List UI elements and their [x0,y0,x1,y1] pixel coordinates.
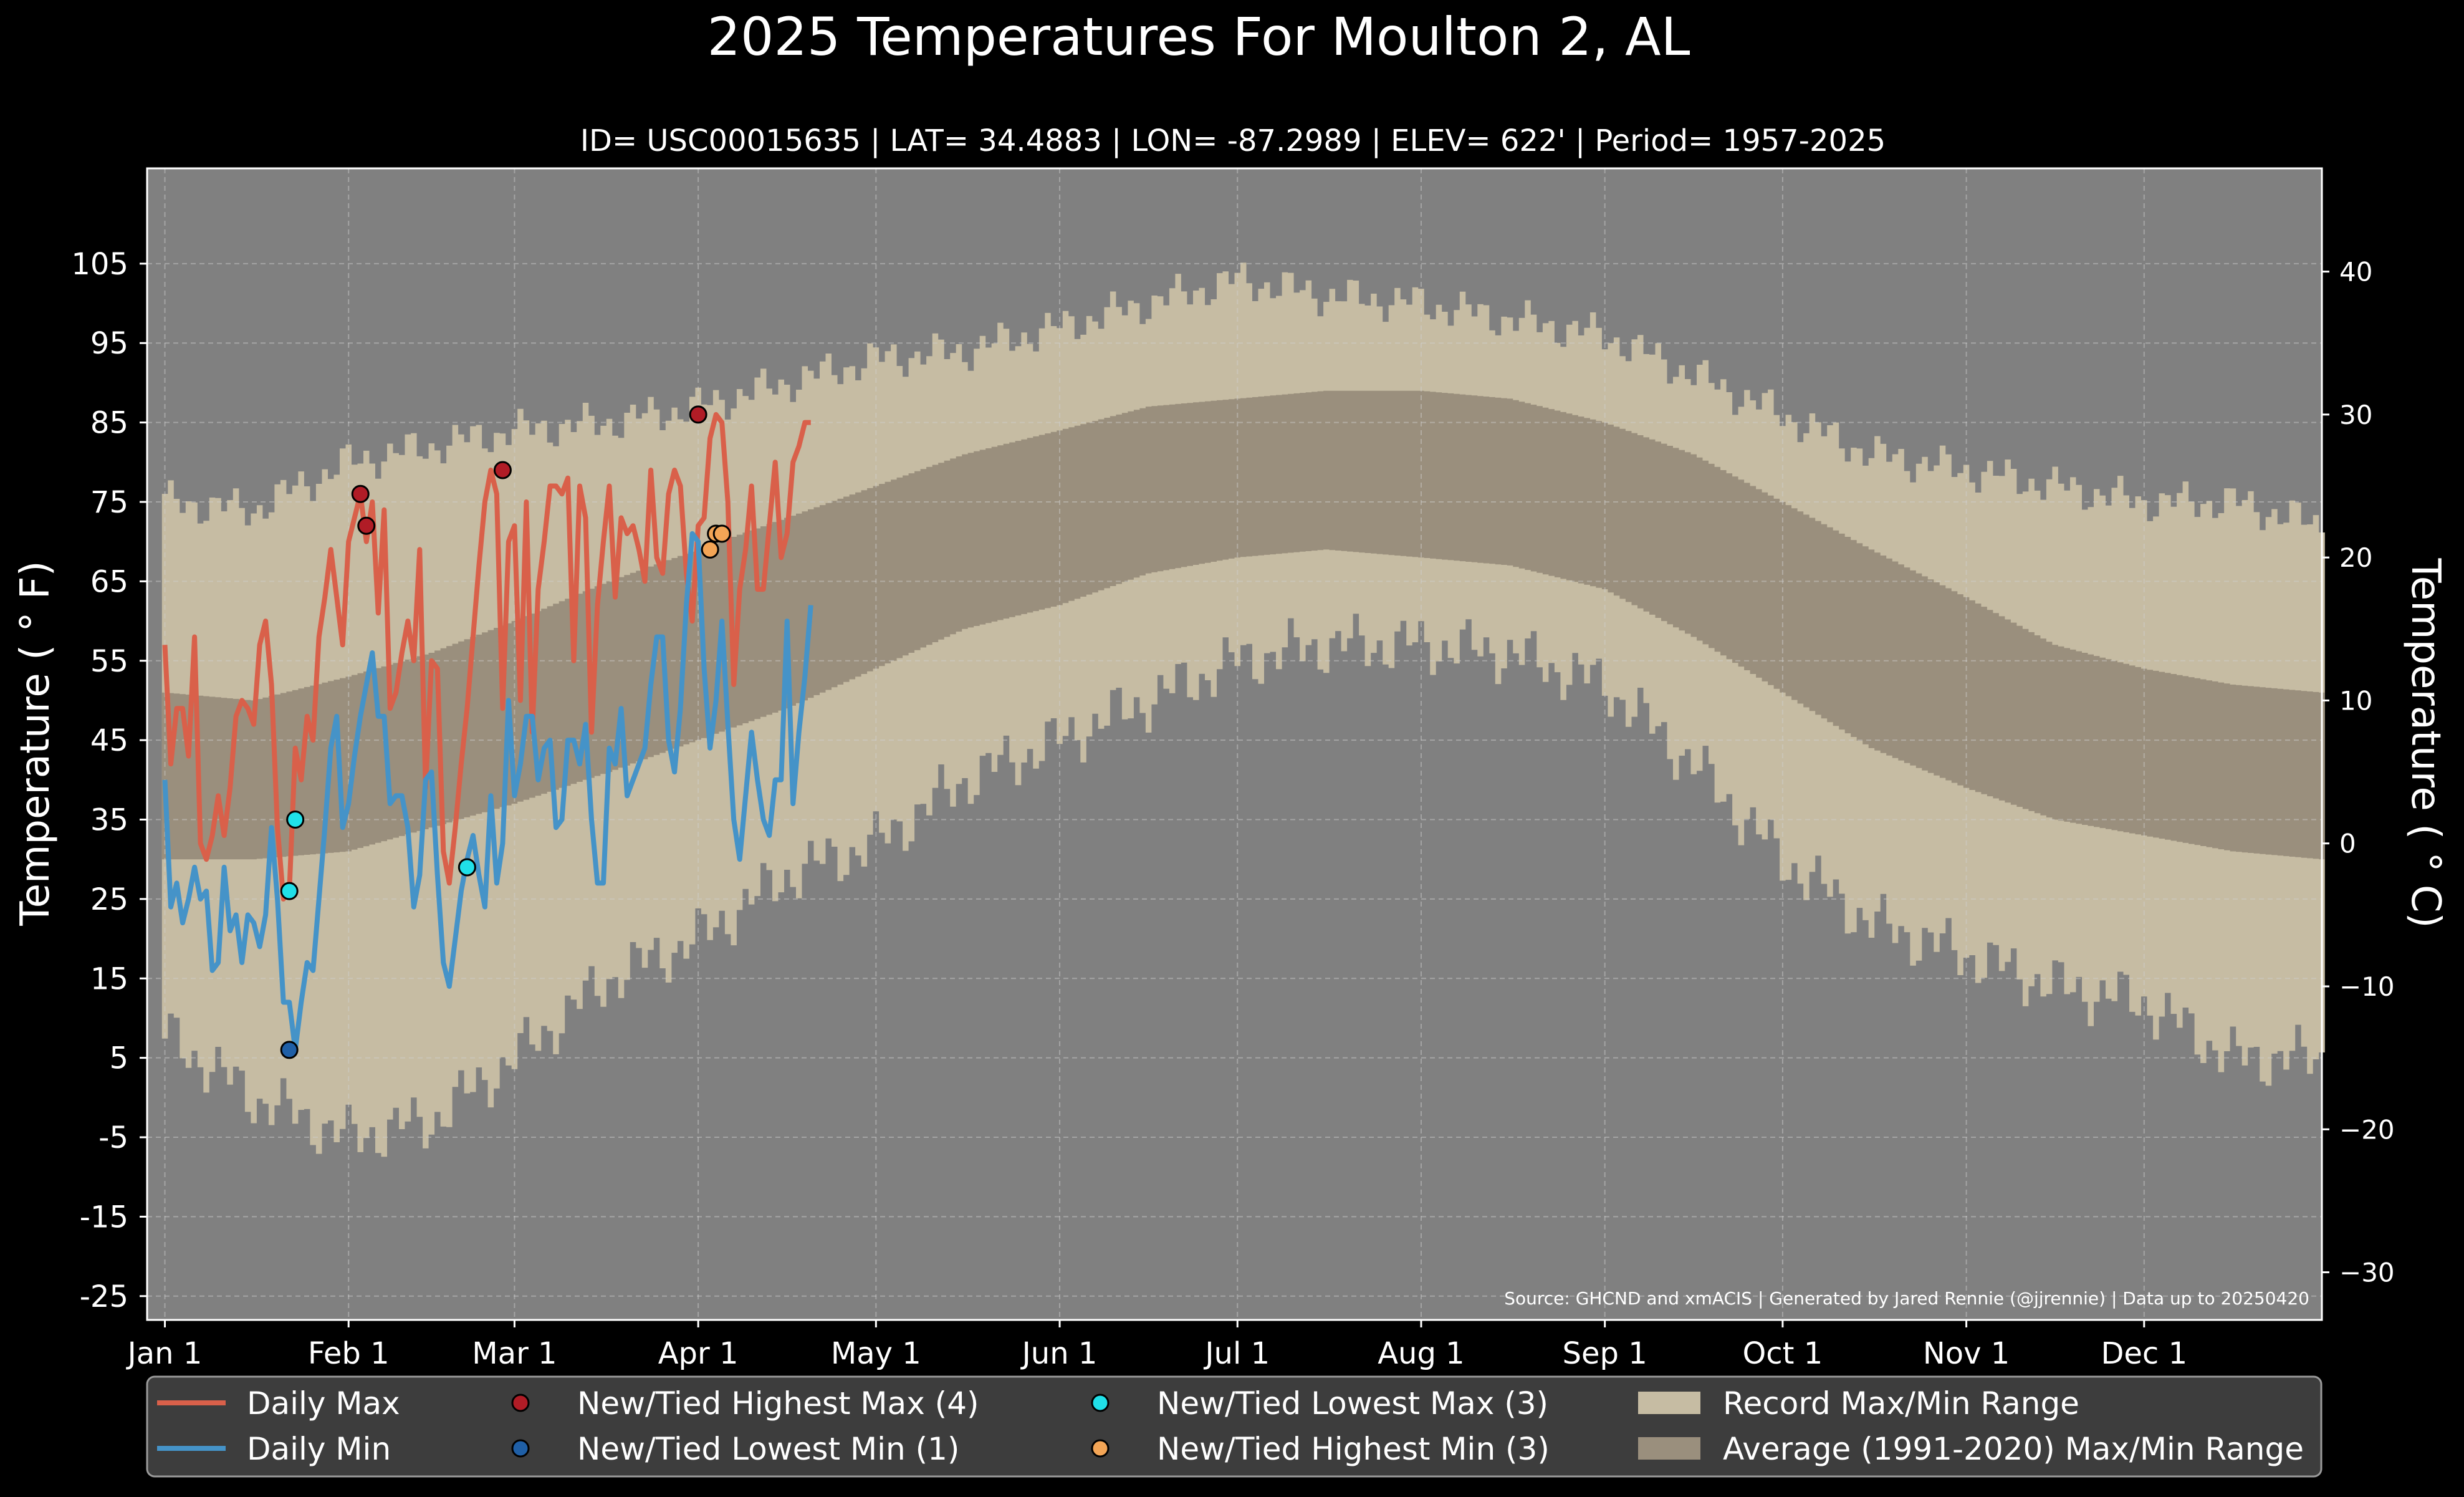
source-note: Source: GHCND and xmACIS | Generated by … [1504,1288,2309,1309]
average-range-band [161,390,2325,860]
y-axis-title-right: Temperature ( ° C) [2402,557,2448,928]
legend-swatch-marker [1091,1394,1110,1412]
y-axis-right: 40 30 20 10 0 −10 −20 −30 [2322,257,2395,1288]
lowest-max-point [280,882,299,900]
y-right-tick-label: −20 [2339,1114,2395,1145]
x-tick-label: Apr 1 [658,1336,739,1371]
y-tick-label: 35 [90,803,128,838]
legend-box [146,1375,2323,1478]
daily-max-line [162,412,811,902]
x-tick-label: Jan 1 [126,1336,203,1371]
y-tick-label: 5 [109,1041,128,1076]
x-tick-label: Oct 1 [1742,1336,1823,1371]
daily-min-line [162,531,813,1052]
y-right-tick-label: 20 [2339,542,2372,573]
legend-label: Record Max/Min Range [1723,1385,2079,1422]
x-tick-label: Sep 1 [1563,1336,1647,1371]
x-tick-label: Mar 1 [472,1336,557,1371]
x-tick-label: Aug 1 [1378,1336,1465,1371]
y-tick-label: 85 [90,406,128,441]
legend-label: Average (1991-2020) Max/Min Range [1723,1431,2304,1467]
y-tick-label: 55 [90,644,128,679]
y-tick-label: -15 [80,1200,128,1235]
x-tick-label: May 1 [831,1336,921,1371]
highest-min-point [701,540,719,559]
legend-label: New/Tied Highest Min (3) [1157,1431,1550,1467]
legend-label: New/Tied Highest Max (4) [577,1385,979,1422]
legend-swatch-marker [1091,1439,1110,1458]
legend-label: New/Tied Lowest Min (1) [577,1431,959,1467]
plot-frame [146,167,2323,1321]
y-tick-label: -25 [80,1279,128,1314]
y-tick-label: 75 [90,485,128,520]
y-tick-label: 45 [90,723,128,758]
y-axis-title-left: Temperature ( ° F) [12,561,59,926]
y-right-tick-label: 40 [2339,257,2372,287]
x-tick-label: Nov 1 [1923,1336,2010,1371]
legend-label: New/Tied Lowest Max (3) [1157,1385,1548,1422]
chart-subtitle: ID= USC00015635 | LAT= 34.4883 | LON= -8… [580,123,1886,158]
legend-label: Daily Min [247,1431,391,1467]
highest-max-point [351,484,370,503]
y-tick-label: 25 [90,882,128,917]
x-tick-label: Feb 1 [308,1336,390,1371]
legend-swatch-patch [1638,1392,1700,1414]
y-right-tick-label: −30 [2339,1258,2395,1288]
y-tick-label: 105 [71,247,128,282]
legend-label: Daily Max [247,1385,400,1422]
y-axis-left: 105 95 85 75 65 55 45 35 25 15 5 -5 -15 -25 [71,247,147,1314]
y-tick-label: 95 [90,326,128,361]
legend-swatch-patch [1638,1437,1700,1460]
y-right-tick-label: 10 [2339,685,2372,716]
x-tick-label: Jul 1 [1203,1336,1270,1371]
legend-swatch-marker [511,1394,530,1412]
lowest-min-point [280,1041,299,1059]
highest-min-point [712,524,731,543]
y-tick-label: -5 [98,1120,128,1155]
lowest-max-point [458,858,476,877]
y-right-tick-label: −10 [2339,971,2395,1002]
y-tick-label: 15 [90,961,128,996]
y-right-tick-label: 0 [2339,829,2356,859]
highest-max-point [689,405,707,424]
legend: Daily Max Daily Min New/Tied Highest Max (… [146,1375,2323,1478]
legend-swatch-marker [511,1439,530,1458]
lowest-max-point [286,811,305,829]
x-tick-label: Jun 1 [1020,1336,1098,1371]
y-tick-label: 65 [90,564,128,599]
highest-max-point [493,461,512,479]
x-axis: Jan 1 Feb 1 Mar 1 Apr 1 May 1 Jun 1 Jul 1 Aug 1… [126,1320,2187,1371]
chart-title: 2025 Temperatures For Moulton 2, AL [707,6,1690,67]
x-tick-label: Dec 1 [2101,1336,2187,1371]
plot-area [146,167,2325,1321]
record-range-band [161,262,2325,1157]
y-right-tick-label: 30 [2339,400,2372,430]
highest-max-point [357,516,376,535]
